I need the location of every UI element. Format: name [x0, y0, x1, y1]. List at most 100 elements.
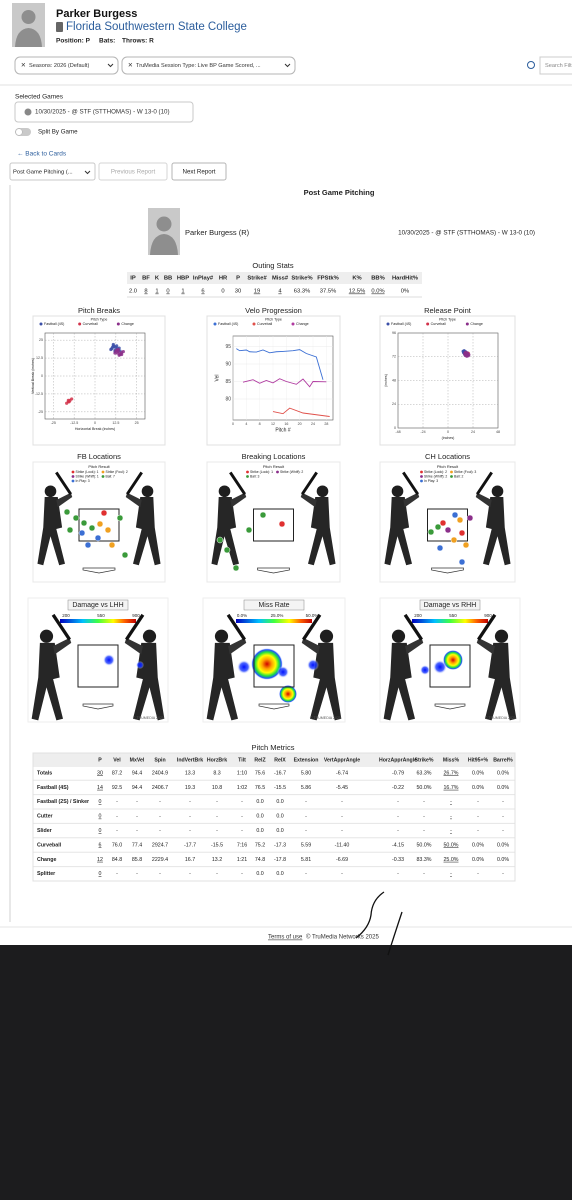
metric-value: 13.2 — [212, 857, 222, 863]
legend-title: Pitch Result — [437, 464, 459, 469]
metric-value[interactable]: 25.0% — [443, 857, 458, 863]
metric-value: - — [305, 828, 307, 834]
metric-value: 5.59 — [301, 842, 311, 848]
metric-value[interactable]: - — [450, 799, 452, 805]
metric-value: 84.8 — [112, 857, 122, 863]
color-scale — [412, 619, 488, 623]
x-axis-label: (inches) — [442, 436, 455, 440]
batter-silhouette — [211, 471, 247, 566]
color-scale — [236, 619, 312, 623]
stat-value[interactable]: 0.0% — [371, 289, 384, 295]
batter-head — [491, 485, 504, 498]
batter-arms — [405, 637, 424, 655]
heat-blob — [103, 654, 115, 666]
metric-value[interactable]: 0 — [99, 814, 102, 820]
stat-value[interactable]: 1 — [155, 289, 158, 295]
row-label: Change — [37, 857, 56, 863]
remove-filter[interactable]: × — [21, 61, 26, 70]
batter-arms — [56, 492, 73, 508]
batter-arms — [124, 637, 143, 655]
stat-value[interactable]: 8 — [144, 289, 147, 295]
batter-bat — [125, 471, 143, 495]
dropdown-caret — [84, 170, 91, 175]
metric-value: - — [477, 799, 479, 805]
metric-value[interactable]: 16.7% — [443, 785, 458, 791]
remove-filter[interactable]: × — [128, 61, 133, 70]
x-tick-label: 20 — [298, 422, 302, 426]
metric-value: - — [216, 799, 218, 805]
column-header: InPlay# — [193, 276, 214, 282]
reset-icon[interactable] — [527, 61, 535, 69]
filter-pill[interactable] — [121, 56, 296, 75]
heatmap-title-box — [243, 599, 305, 611]
legend-swatch — [101, 470, 105, 474]
legend-label: Strike (Foul): 3 — [454, 470, 476, 474]
metric-value[interactable]: - — [450, 871, 452, 877]
metric-value: 0.0 — [256, 871, 263, 877]
stat-value[interactable]: 6 — [201, 289, 204, 295]
pitch-location — [278, 520, 286, 528]
report-select[interactable] — [9, 162, 96, 181]
filter-pill[interactable] — [14, 56, 119, 75]
data-point — [109, 347, 113, 352]
metric-value[interactable]: 0 — [99, 799, 102, 805]
table-border — [32, 752, 516, 882]
legend-title: Pitch Type — [439, 317, 456, 321]
batter-silhouette — [300, 471, 336, 566]
y-tick-label: 95 — [225, 344, 231, 350]
metric-value[interactable]: 0 — [99, 871, 102, 877]
remove-game[interactable] — [24, 108, 32, 116]
stat-value[interactable]: 12.5% — [349, 289, 365, 295]
legend-swatch — [420, 475, 423, 478]
stat-value[interactable]: 19 — [254, 289, 260, 295]
back-link[interactable]: ← Back to Cards — [17, 151, 67, 158]
stat-value: 37.5% — [320, 289, 336, 295]
column-header: Miss# — [272, 276, 289, 282]
batter-bat — [226, 613, 246, 641]
search-box[interactable] — [539, 56, 572, 75]
stat-value[interactable]: 4 — [278, 289, 282, 295]
metric-value[interactable]: 6 — [99, 842, 102, 848]
metric-value: -0.22 — [392, 785, 404, 791]
stat-value[interactable]: 1 — [181, 289, 184, 295]
metric-value[interactable]: 14 — [97, 785, 103, 791]
dropdown-caret — [107, 63, 114, 68]
school-link[interactable]: Florida Southwestern State College — [66, 21, 247, 33]
column-header: BF — [142, 276, 150, 282]
pitch-location — [436, 544, 444, 552]
next-button[interactable] — [171, 162, 227, 181]
pitch-location — [466, 514, 474, 522]
y-axis-label: Vertical Break (inches) — [31, 358, 35, 394]
copyright: © TruMedia Networks 2025 — [306, 934, 379, 941]
metric-value: 87.2 — [112, 770, 122, 776]
metric-value: 1:02 — [237, 785, 247, 791]
legend-label: Curveball — [431, 322, 446, 326]
metric-value[interactable]: 50.0% — [443, 842, 458, 848]
metric-value: -17.3 — [274, 842, 286, 848]
metric-value[interactable]: - — [450, 814, 452, 820]
row-label: Totals — [37, 770, 52, 776]
data-point — [463, 353, 467, 357]
legend-swatch — [71, 470, 75, 474]
terms-link[interactable]: Terms of use — [268, 935, 303, 941]
stat-value: 30 — [235, 289, 241, 295]
metric-value: - — [159, 814, 161, 820]
pitch-location — [63, 508, 71, 516]
stat-value[interactable]: 0 — [166, 289, 169, 295]
column-header: Strike% — [291, 276, 312, 282]
metric-value[interactable]: - — [450, 828, 452, 834]
previous-button[interactable] — [98, 162, 168, 181]
bats: Bats: — [99, 38, 115, 45]
report-select-label: Post Game Pitching (... — [13, 170, 73, 176]
legend-swatch — [276, 470, 279, 474]
heatmap-title: Damage vs LHH — [72, 602, 123, 609]
metric-value[interactable]: 26.7% — [443, 770, 458, 776]
batter-bat — [55, 471, 73, 495]
metric-value[interactable]: 12 — [97, 857, 103, 863]
metric-value[interactable]: 30 — [97, 770, 103, 776]
batter-silhouette — [206, 613, 247, 721]
metric-value: 63.3% — [416, 770, 431, 776]
batter-arms — [125, 492, 142, 508]
metric-value[interactable]: 0 — [99, 828, 102, 834]
metric-value: 0.0% — [472, 770, 484, 776]
